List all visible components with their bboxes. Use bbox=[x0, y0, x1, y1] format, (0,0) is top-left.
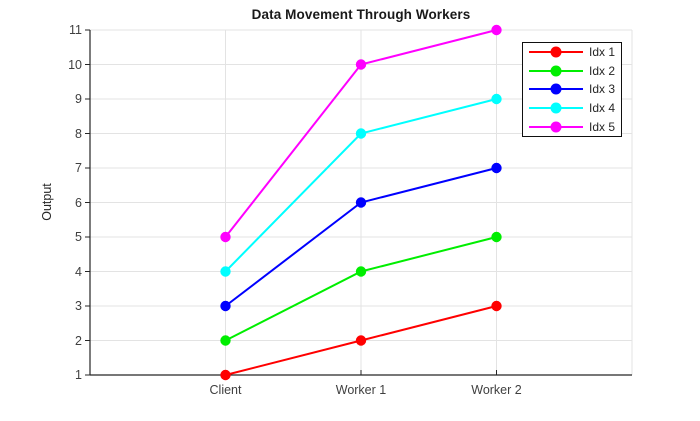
data-point-marker-idx-2 bbox=[491, 231, 502, 243]
legend-entry-label: Idx 4 bbox=[589, 101, 616, 116]
legend-line-sample bbox=[529, 46, 583, 58]
legend-entry-label: Idx 2 bbox=[589, 63, 616, 78]
legend-marker-icon bbox=[550, 65, 562, 77]
legend-line-sample bbox=[529, 121, 583, 133]
y-tick-label: 10 bbox=[68, 57, 82, 72]
chart-title: Data Movement Through Workers bbox=[251, 7, 471, 22]
legend-entry-idx-4: Idx 4 bbox=[523, 99, 621, 117]
data-point-marker-idx-3 bbox=[491, 162, 502, 174]
legend-entry-label: Idx 5 bbox=[589, 119, 616, 134]
legend-entry-idx-2: Idx 2 bbox=[523, 62, 621, 80]
legend-entry-idx-1: Idx 1 bbox=[523, 43, 621, 61]
data-point-marker-idx-2 bbox=[220, 335, 231, 346]
legend-entry-label: Idx 1 bbox=[589, 45, 616, 60]
legend-line-sample bbox=[529, 102, 583, 114]
y-tick-label: 7 bbox=[75, 161, 82, 175]
data-point-marker-idx-1 bbox=[355, 335, 367, 346]
x-tick-label: Worker 1 bbox=[335, 383, 387, 397]
plot-area bbox=[85, 24, 633, 381]
data-point-marker-idx-5 bbox=[491, 24, 502, 36]
series-idx-3 bbox=[220, 162, 502, 312]
x-tick-label: Client bbox=[209, 383, 242, 397]
series-idx-5 bbox=[220, 24, 502, 243]
legend-line-sample bbox=[529, 65, 583, 77]
legend-marker-icon bbox=[550, 121, 562, 133]
y-tick-label: 1 bbox=[75, 368, 82, 382]
legend-entry-idx-3: Idx 3 bbox=[523, 80, 621, 98]
data-point-marker-idx-2 bbox=[355, 266, 367, 277]
series-idx-4 bbox=[220, 93, 502, 277]
data-point-marker-idx-1 bbox=[220, 369, 231, 381]
y-tick-label: 6 bbox=[75, 195, 82, 210]
legend-entry-label: Idx 3 bbox=[589, 82, 616, 97]
axes bbox=[85, 29, 632, 376]
y-tick-label: 11 bbox=[69, 23, 82, 37]
series-idx-1 bbox=[220, 300, 502, 381]
data-point-marker-idx-3 bbox=[355, 197, 367, 208]
data-point-marker-idx-4 bbox=[220, 266, 231, 277]
data-point-marker-idx-4 bbox=[355, 128, 367, 139]
data-point-marker-idx-5 bbox=[220, 231, 231, 243]
legend-marker-icon bbox=[550, 83, 562, 95]
x-tick-label: Worker 2 bbox=[471, 383, 522, 397]
legend-entry-idx-5: Idx 5 bbox=[523, 118, 621, 136]
data-point-marker-idx-5 bbox=[355, 59, 367, 70]
y-tick-label: 5 bbox=[75, 230, 82, 244]
y-tick-label: 4 bbox=[75, 264, 82, 279]
series-idx-2 bbox=[220, 231, 502, 346]
legend-marker-icon bbox=[550, 102, 562, 114]
legend: Idx 1 Idx 2 Idx 3 Idx 4 Idx 5 bbox=[522, 42, 622, 137]
data-point-marker-idx-1 bbox=[491, 300, 502, 312]
data-point-marker-idx-3 bbox=[220, 300, 231, 312]
legend-line-sample bbox=[529, 83, 583, 95]
data-point-marker-idx-4 bbox=[491, 93, 502, 105]
y-tick-label: 9 bbox=[75, 92, 82, 106]
legend-marker-icon bbox=[550, 46, 562, 58]
y-tick-label: 2 bbox=[75, 333, 82, 348]
y-tick-label: 8 bbox=[75, 126, 82, 141]
y-tick-label: 3 bbox=[75, 299, 82, 313]
